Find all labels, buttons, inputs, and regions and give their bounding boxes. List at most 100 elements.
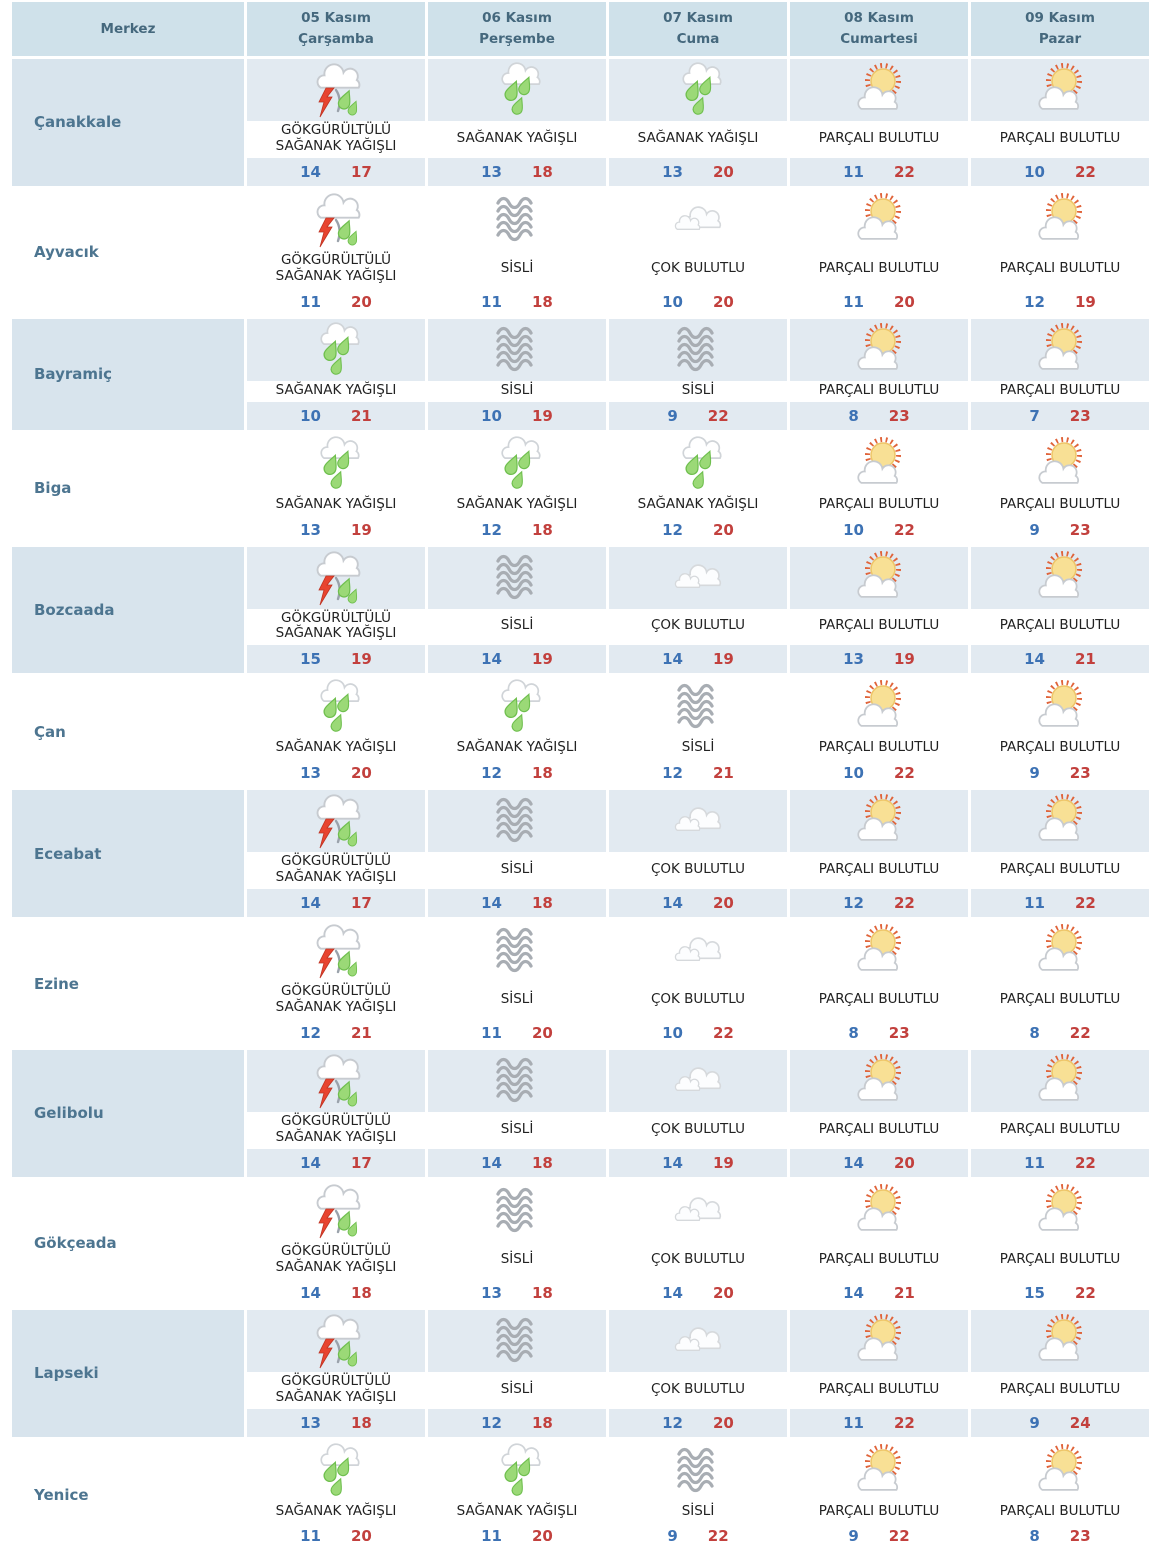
min-temperature: 10 — [843, 764, 864, 783]
weather-description: PARÇALI BULUTLU — [999, 1250, 1121, 1267]
weather-description-wrap: PARÇALI BULUTLU — [971, 1501, 1149, 1523]
thunderstorm-icon — [247, 1309, 425, 1372]
max-temperature: 18 — [532, 1153, 553, 1172]
partly-cloudy-icon — [790, 1179, 968, 1242]
city-cell: Lapseki — [12, 1309, 244, 1437]
weather-description: PARÇALI BULUTLU — [999, 739, 1121, 756]
partly-cloudy-icon — [971, 432, 1149, 495]
forecast-cell: SİSLİ 9 22 — [609, 1439, 787, 1551]
weather-description-wrap: PARÇALI BULUTLU — [971, 738, 1149, 760]
temperature-range: 14 18 — [428, 1148, 606, 1177]
weather-description-wrap: SİSLİ — [428, 608, 606, 646]
temperature-range: 11 20 — [247, 287, 425, 316]
temperature-range: 14 18 — [428, 889, 606, 918]
temperature-range: 14 17 — [247, 1148, 425, 1177]
forecast-cell: PARÇALI BULUTLU 12 19 — [971, 188, 1149, 316]
min-temperature: 14 — [481, 894, 502, 913]
city-cell: Bayramiç — [12, 318, 244, 430]
forecast-cell: PARÇALI BULUTLU 8 23 — [790, 318, 968, 430]
min-temperature: 14 — [481, 650, 502, 669]
rain-icon — [428, 432, 606, 495]
weather-description-wrap: PARÇALI BULUTLU — [971, 982, 1149, 1019]
max-temperature: 24 — [1069, 1413, 1091, 1432]
min-temperature: 11 — [843, 292, 864, 311]
weather-description-wrap: PARÇALI BULUTLU — [790, 250, 968, 288]
min-temperature: 12 — [662, 1413, 683, 1432]
forecast-cell: GÖKGÜRÜLTÜLÜ SAĞANAK YAĞIŞLI 12 21 — [247, 920, 425, 1047]
max-temperature: 17 — [351, 1153, 372, 1172]
weather-description-wrap: PARÇALI BULUTLU — [790, 738, 968, 760]
header-date: 08 Kasım — [844, 10, 914, 27]
min-temperature: 11 — [843, 1413, 864, 1432]
city-cell: Eceabat — [12, 790, 244, 918]
min-temperature: 14 — [300, 1153, 321, 1172]
partly-cloudy-icon — [971, 546, 1149, 609]
max-temperature: 21 — [351, 406, 372, 425]
forecast-cell: PARÇALI BULUTLU 7 23 — [971, 318, 1149, 430]
weather-description: PARÇALI BULUTLU — [999, 1120, 1121, 1137]
partly-cloudy-icon — [790, 318, 968, 381]
fog-icon — [609, 318, 787, 381]
fog-icon — [609, 676, 787, 739]
weather-description-wrap: GÖKGÜRÜLTÜLÜ SAĞANAK YAĞIŞLI — [247, 1371, 425, 1409]
min-temperature: 11 — [1024, 1153, 1045, 1172]
temperature-range: 14 17 — [247, 889, 425, 918]
forecast-cell: PARÇALI BULUTLU 12 22 — [790, 790, 968, 918]
temperature-range: 13 20 — [609, 157, 787, 186]
partly-cloudy-icon — [971, 59, 1149, 121]
partly-cloudy-icon — [971, 790, 1149, 853]
max-temperature: 20 — [532, 1527, 553, 1546]
max-temperature: 18 — [351, 1283, 372, 1302]
weather-description-wrap: PARÇALI BULUTLU — [971, 380, 1149, 402]
weather-description-wrap: PARÇALI BULUTLU — [971, 121, 1149, 158]
weather-description: PARÇALI BULUTLU — [999, 495, 1121, 512]
weather-description-wrap: PARÇALI BULUTLU — [971, 852, 1149, 890]
weather-description-wrap: PARÇALI BULUTLU — [971, 494, 1149, 516]
city-name: Bozcaada — [34, 600, 115, 619]
max-temperature: 22 — [1075, 162, 1096, 181]
weather-description-wrap: PARÇALI BULUTLU — [790, 380, 968, 402]
min-temperature: 10 — [662, 1023, 683, 1042]
min-temperature: 8 — [848, 1023, 859, 1042]
temperature-range: 14 21 — [790, 1278, 968, 1307]
weather-description-wrap: PARÇALI BULUTLU — [790, 1371, 968, 1409]
weather-description: ÇOK BULUTLU — [650, 991, 746, 1008]
header-cell-day-2: 06 Kasım Perşembe — [428, 2, 606, 56]
cloudy-icon — [609, 920, 787, 983]
partly-cloudy-icon — [971, 676, 1149, 739]
weather-description: SİSLİ — [500, 861, 534, 878]
temperature-range: 8 23 — [971, 1522, 1149, 1551]
temperature-range: 9 22 — [609, 401, 787, 430]
weather-description: PARÇALI BULUTLU — [999, 861, 1121, 878]
rain-icon — [428, 59, 606, 121]
max-temperature: 22 — [1069, 1023, 1091, 1042]
max-temperature: 19 — [1075, 292, 1096, 311]
temperature-range: 12 18 — [428, 759, 606, 788]
temperature-range: 14 20 — [609, 1278, 787, 1307]
temperature-range: 14 19 — [428, 645, 606, 674]
forecast-cell: SİSLİ 11 18 — [428, 188, 606, 316]
weather-description: PARÇALI BULUTLU — [818, 1380, 940, 1397]
forecast-cell: SAĞANAK YAĞIŞLI 13 20 — [609, 59, 787, 186]
temperature-range: 10 22 — [971, 157, 1149, 186]
header-cell-day-4: 08 Kasım Cumartesi — [790, 2, 968, 56]
city-name: Lapseki — [34, 1364, 99, 1383]
fog-icon — [428, 318, 606, 381]
weather-description: SAĞANAK YAĞIŞLI — [637, 495, 759, 512]
weather-description: SİSLİ — [681, 739, 715, 756]
forecast-cell: PARÇALI BULUTLU 11 22 — [971, 1049, 1149, 1177]
forecast-cell: SAĞANAK YAĞIŞLI 11 20 — [247, 1439, 425, 1551]
weather-description: PARÇALI BULUTLU — [999, 1380, 1121, 1397]
min-temperature: 9 — [667, 1527, 678, 1546]
temperature-range: 11 22 — [790, 157, 968, 186]
weather-description-wrap: PARÇALI BULUTLU — [971, 608, 1149, 646]
temperature-range: 14 17 — [247, 157, 425, 186]
city-name: Eceabat — [34, 844, 102, 863]
fog-icon — [428, 1309, 606, 1372]
weather-description-wrap: PARÇALI BULUTLU — [971, 250, 1149, 288]
fog-icon — [609, 1439, 787, 1502]
weather-description-wrap: ÇOK BULUTLU — [609, 608, 787, 646]
max-temperature: 23 — [888, 406, 910, 425]
weather-description-wrap: SAĞANAK YAĞIŞLI — [247, 738, 425, 760]
header-weekday: Çarşamba — [298, 31, 374, 47]
